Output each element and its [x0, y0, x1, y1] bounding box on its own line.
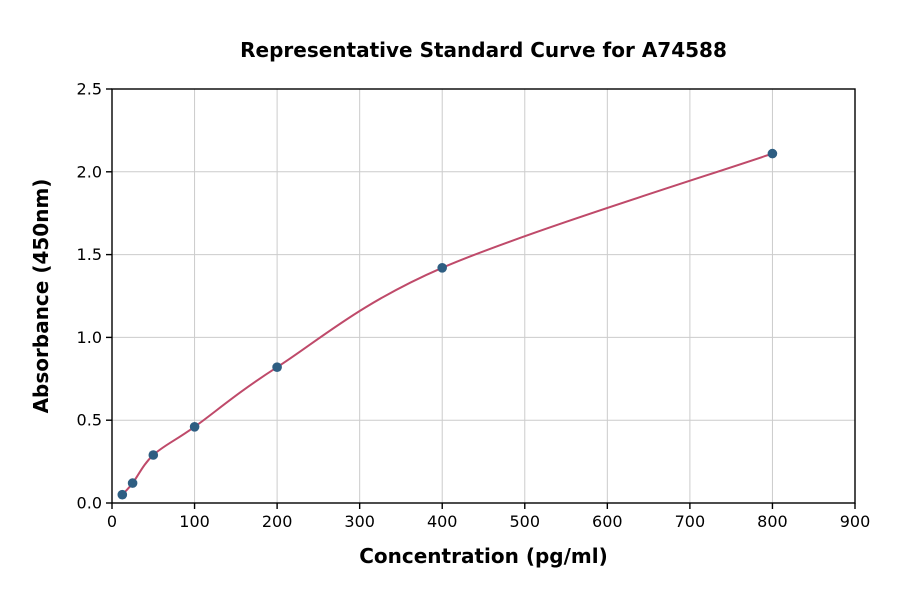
- data-point: [272, 362, 282, 373]
- x-axis-label: Concentration (pg/ml): [359, 544, 608, 568]
- x-tick-label: 800: [757, 512, 788, 531]
- y-tick-label: 2.5: [77, 80, 102, 99]
- x-tick-label: 500: [510, 512, 541, 531]
- x-tick-label: 900: [840, 512, 871, 531]
- x-tick-label: 400: [427, 512, 458, 531]
- x-tick-label: 200: [262, 512, 293, 531]
- y-tick-label: 0.5: [77, 411, 102, 430]
- y-tick-label: 2.0: [77, 162, 102, 181]
- x-tick-label: 600: [592, 512, 623, 531]
- y-tick-label: 0.0: [77, 494, 102, 513]
- y-axis-label: Absorbance (450nm): [29, 179, 53, 414]
- data-point: [117, 489, 128, 500]
- data-point: [767, 148, 778, 159]
- fit-curve: [121, 152, 774, 496]
- x-tick-label: 700: [675, 512, 706, 531]
- x-tick-label: 100: [179, 512, 210, 531]
- x-tick-label: 0: [107, 512, 117, 531]
- data-point: [148, 450, 159, 460]
- plot-frame: [111, 88, 856, 504]
- data-point: [189, 422, 200, 432]
- x-tick-label: 300: [344, 512, 375, 531]
- y-tick-label: 1.5: [77, 245, 102, 264]
- data-point: [127, 478, 138, 488]
- plot-area: 0 100 200 300 400 500 600 700 800 900 0.0 0.5 1.0 1.5…: [77, 80, 871, 532]
- chart-title: Representative Standard Curve for A74588: [240, 38, 727, 62]
- y-tick-label: 1.0: [77, 328, 102, 347]
- data-point: [437, 263, 448, 273]
